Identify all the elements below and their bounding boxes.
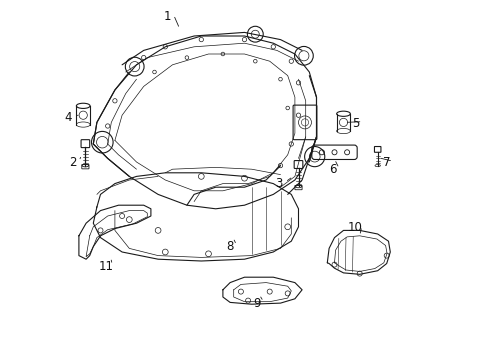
Text: 4: 4	[64, 111, 72, 124]
Text: 6: 6	[328, 163, 336, 176]
Text: 7: 7	[382, 156, 389, 169]
Text: 9: 9	[253, 297, 260, 310]
Text: 8: 8	[226, 240, 233, 253]
Text: 2: 2	[68, 156, 76, 169]
Text: 10: 10	[347, 221, 362, 234]
Text: 3: 3	[274, 177, 282, 190]
Text: 5: 5	[352, 117, 359, 130]
Text: 11: 11	[98, 260, 113, 273]
Text: 1: 1	[163, 10, 170, 23]
